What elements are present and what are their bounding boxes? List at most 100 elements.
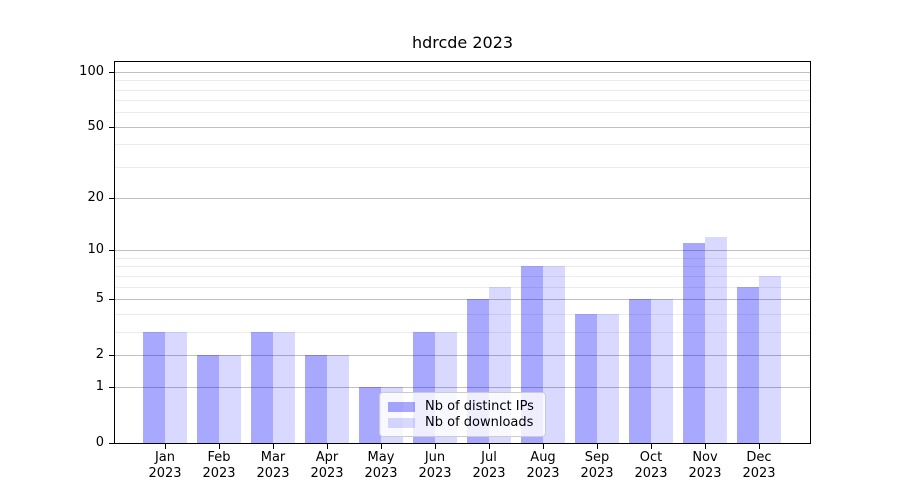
x-tick-oct — [651, 444, 652, 449]
bar-downloads-oct — [651, 298, 673, 443]
y-tick-label-2: 2 — [95, 346, 104, 362]
bar-downloads-nov — [705, 236, 727, 443]
gridline-major-10 — [115, 250, 810, 252]
legend-label-downloads: Nb of downloads — [425, 415, 534, 430]
x-tick-year: 2023 — [472, 466, 506, 481]
bar-downloads-aug — [543, 266, 565, 443]
x-tick-label-nov: Nov 2023 — [675, 450, 735, 482]
x-tick-dec — [759, 444, 760, 449]
gridline-major-2 — [115, 354, 810, 356]
y-tick-label-5: 5 — [95, 290, 104, 306]
bar-downloads-jan — [165, 331, 187, 443]
gridline-minor-7 — [115, 275, 810, 277]
chart-title: hdrcde 2023 — [411, 33, 514, 52]
bar-distinct-ips-oct — [629, 298, 651, 443]
y-tick-label-50: 50 — [87, 118, 104, 134]
gridline-minor-40 — [115, 144, 810, 146]
gridline-minor-8 — [115, 266, 810, 268]
plot-area: Nb of distinct IPs Nb of downloads — [114, 61, 811, 444]
x-tick-label-jul: Jul 2023 — [459, 450, 519, 482]
x-tick-jun — [435, 444, 436, 449]
gridline-major-1 — [115, 387, 810, 389]
x-tick-month: Jun — [424, 450, 446, 465]
x-tick-jul — [489, 444, 490, 449]
legend: Nb of distinct IPs Nb of downloads — [379, 392, 546, 437]
x-tick-year: 2023 — [418, 466, 452, 481]
y-tick-20 — [109, 198, 114, 199]
gridline-minor-80 — [115, 89, 810, 91]
x-tick-month: Feb — [207, 450, 231, 465]
x-tick-year: 2023 — [310, 466, 344, 481]
bar-distinct-ips-may — [359, 387, 381, 443]
legend-swatch-distinct-ips — [388, 401, 415, 412]
gridline-major-50 — [115, 126, 810, 128]
x-tick-jan — [165, 444, 166, 449]
bars-layer — [115, 62, 810, 443]
x-tick-label-dec: Dec 2023 — [729, 450, 789, 482]
legend-label-distinct-ips: Nb of distinct IPs — [425, 399, 534, 414]
legend-item-downloads: Nb of downloads — [388, 415, 537, 430]
bar-downloads-dec — [759, 275, 781, 443]
x-tick-label-aug: Aug 2023 — [513, 450, 573, 482]
x-tick-month: Apr — [315, 450, 339, 465]
y-tick-100 — [109, 72, 114, 73]
x-tick-month: Oct — [639, 450, 663, 465]
y-tick-50 — [109, 127, 114, 128]
bar-downloads-sep — [597, 313, 619, 443]
gridline-major-20 — [115, 198, 810, 200]
x-tick-mar — [273, 444, 274, 449]
x-tick-may — [381, 444, 382, 449]
y-tick-label-1: 1 — [95, 379, 104, 395]
legend-item-distinct-ips: Nb of distinct IPs — [388, 399, 537, 414]
x-tick-year: 2023 — [634, 466, 668, 481]
gridline-minor-90 — [115, 80, 810, 82]
gridline-minor-6 — [115, 286, 810, 288]
x-tick-year: 2023 — [202, 466, 236, 481]
x-tick-month: May — [367, 450, 395, 465]
bar-downloads-apr — [327, 354, 349, 443]
bar-distinct-ips-dec — [737, 286, 759, 443]
x-tick-label-jun: Jun 2023 — [405, 450, 465, 482]
x-tick-label-may: May 2023 — [351, 450, 411, 482]
x-tick-month: Jan — [154, 450, 176, 465]
x-tick-label-oct: Oct 2023 — [621, 450, 681, 482]
bar-distinct-ips-feb — [197, 354, 219, 443]
bar-downloads-mar — [273, 331, 295, 443]
legend-swatch-downloads — [388, 417, 415, 428]
y-tick-1 — [109, 387, 114, 388]
x-tick-label-jan: Jan 2023 — [135, 450, 195, 482]
y-tick-label-100: 100 — [79, 63, 104, 79]
gridline-minor-9 — [115, 257, 810, 259]
gridline-minor-3 — [115, 331, 810, 333]
x-tick-aug — [543, 444, 544, 449]
bar-distinct-ips-sep — [575, 313, 597, 443]
y-tick-label-20: 20 — [87, 190, 104, 206]
y-tick-label-10: 10 — [87, 242, 104, 258]
x-tick-year: 2023 — [148, 466, 182, 481]
x-tick-label-sep: Sep 2023 — [567, 450, 627, 482]
y-tick-0 — [109, 443, 114, 444]
gridline-major-100 — [115, 71, 810, 73]
grid-layer — [115, 62, 810, 443]
y-tick-10 — [109, 250, 114, 251]
x-tick-year: 2023 — [580, 466, 614, 481]
x-tick-month: Dec — [746, 450, 772, 465]
x-tick-year: 2023 — [256, 466, 290, 481]
gridline-major-5 — [115, 298, 810, 300]
x-tick-month: Sep — [584, 450, 610, 465]
gridline-minor-60 — [115, 112, 810, 114]
x-tick-nov — [705, 444, 706, 449]
x-tick-label-mar: Mar 2023 — [243, 450, 303, 482]
y-tick-5 — [109, 299, 114, 300]
x-tick-month: Jul — [481, 450, 497, 465]
gridline-minor-70 — [115, 100, 810, 102]
bar-distinct-ips-nov — [683, 243, 705, 443]
x-tick-sep — [597, 444, 598, 449]
y-tick-label-0: 0 — [95, 435, 104, 450]
bar-distinct-ips-jan — [143, 331, 165, 443]
x-tick-label-feb: Feb 2023 — [189, 450, 249, 482]
bar-distinct-ips-apr — [305, 354, 327, 443]
x-tick-month: Mar — [260, 450, 286, 465]
x-tick-feb — [219, 444, 220, 449]
